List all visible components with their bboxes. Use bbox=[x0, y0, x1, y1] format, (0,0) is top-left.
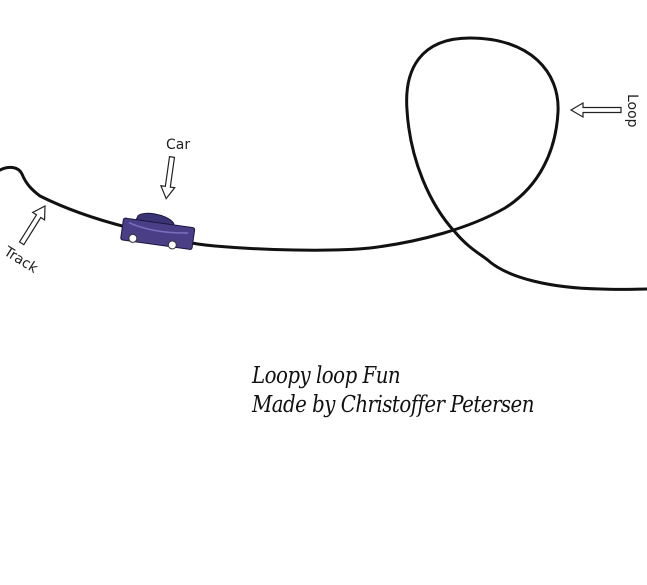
car-icon bbox=[120, 212, 196, 250]
car-highlight bbox=[128, 222, 189, 234]
credits: Loopy loop Fun Made by Christoffer Peter… bbox=[252, 362, 534, 420]
track-path bbox=[0, 36, 647, 291]
car-wheel-rear bbox=[128, 233, 138, 243]
track-label: Track bbox=[0, 243, 41, 277]
game-title: Loopy loop Fun bbox=[252, 363, 401, 389]
track-arrow-icon bbox=[18, 204, 46, 246]
loop-arrow-icon bbox=[569, 101, 622, 119]
car-label: Car bbox=[166, 137, 190, 153]
author-credit: Made by Christoffer Petersen bbox=[252, 392, 534, 418]
car-wheel-front bbox=[167, 240, 177, 250]
car-arrow-icon bbox=[159, 155, 176, 200]
loop-label: Loop bbox=[624, 94, 640, 128]
car-body bbox=[120, 217, 196, 250]
